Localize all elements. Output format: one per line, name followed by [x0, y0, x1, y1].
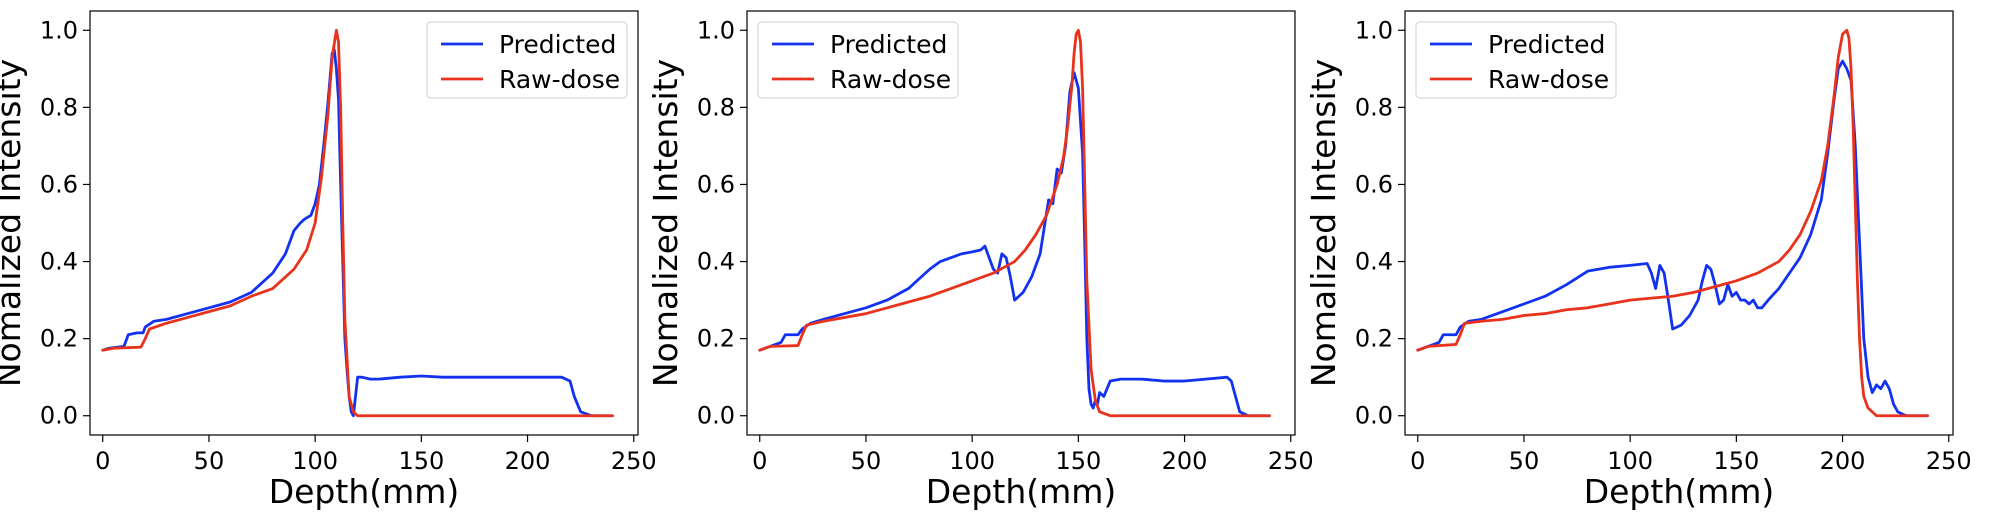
y-tick-label: 0.6 — [1355, 170, 1393, 198]
plot-area-frame — [89, 10, 639, 436]
y-tick-label: 0.8 — [697, 93, 735, 121]
legend-label: Raw-dose — [499, 65, 620, 94]
y-tick-label: 0.2 — [697, 325, 735, 353]
x-tick-label: 0 — [95, 447, 110, 475]
legend: Predicted Raw-dose — [1415, 21, 1617, 99]
chart-panel-1: 0 50 100 150 200 250 0.0 0.2 0.4 0.6 0.8 1.0 Depth(m… — [0, 10, 657, 511]
y-tick-label: 0.2 — [40, 325, 78, 353]
x-tick-label: 200 — [1162, 447, 1208, 475]
x-tick-label: 50 — [851, 447, 882, 475]
y-tick-label: 0.0 — [697, 402, 735, 430]
y-tick-label: 0.8 — [1355, 93, 1393, 121]
x-tick-label: 50 — [194, 447, 225, 475]
legend-label: Predicted — [1488, 30, 1605, 59]
x-tick-label: 0 — [1410, 447, 1425, 475]
x-axis-title: Depth(mm) — [1584, 472, 1775, 511]
x-tick-label: 150 — [1055, 447, 1101, 475]
x-tick-label: 250 — [611, 447, 657, 475]
chart-panel-3: 0 50 100 150 200 250 0.0 0.2 0.4 0.6 0.8 1.0 Depth(m… — [1304, 10, 1972, 511]
x-tick-label: 200 — [1820, 447, 1866, 475]
x-tick-label: 250 — [1268, 447, 1314, 475]
x-axis-title: Depth(mm) — [269, 472, 460, 511]
y-tick-label: 0.6 — [40, 170, 78, 198]
chart-panel-2: 0 50 100 150 200 250 0.0 0.2 0.4 0.6 0.8 1.0 Depth(m… — [646, 10, 1314, 511]
y-tick-label: 0.0 — [1355, 402, 1393, 430]
y-tick-label: 0.4 — [697, 248, 735, 276]
x-tick-label: 50 — [1509, 447, 1540, 475]
y-tick-label: 1.0 — [1355, 16, 1393, 44]
series-line-raw-dose — [758, 28, 1271, 418]
x-axis-title: Depth(mm) — [926, 472, 1117, 511]
y-tick-label: 1.0 — [697, 16, 735, 44]
x-tick-label: 150 — [1713, 447, 1759, 475]
x-tick-label: 200 — [505, 447, 551, 475]
legend: Predicted Raw-dose — [426, 21, 628, 99]
plot-area-frame — [1404, 10, 1954, 436]
x-tick-label: 100 — [1607, 447, 1653, 475]
series-line-predicted — [758, 71, 1271, 418]
x-tick-label: 100 — [949, 447, 995, 475]
y-axis-title: Nomalized Intensity — [0, 59, 28, 387]
x-tick-label: 100 — [292, 447, 338, 475]
legend-label: Raw-dose — [830, 65, 951, 94]
y-axis-title: Nomalized Intensity — [1304, 59, 1343, 387]
x-tick-label: 150 — [398, 447, 444, 475]
series-line-raw-dose — [1416, 28, 1929, 418]
legend-label: Predicted — [830, 30, 947, 59]
x-tick-label: 250 — [1926, 447, 1972, 475]
x-tick-label: 0 — [752, 447, 767, 475]
y-tick-label: 1.0 — [40, 16, 78, 44]
series-line-predicted — [1416, 59, 1929, 418]
series-line-raw-dose — [101, 28, 614, 418]
y-tick-label: 0.8 — [40, 93, 78, 121]
y-axis-title: Nomalized Intensity — [646, 59, 685, 387]
y-tick-label: 0.2 — [1355, 325, 1393, 353]
legend: Predicted Raw-dose — [757, 21, 959, 99]
y-tick-label: 0.6 — [697, 170, 735, 198]
legend-label: Raw-dose — [1488, 65, 1609, 94]
y-tick-label: 0.4 — [40, 248, 78, 276]
series-line-predicted — [101, 48, 614, 418]
plot-area-frame — [746, 10, 1296, 436]
legend-label: Predicted — [499, 30, 616, 59]
y-tick-label: 0.0 — [40, 402, 78, 430]
y-tick-label: 0.4 — [1355, 248, 1393, 276]
